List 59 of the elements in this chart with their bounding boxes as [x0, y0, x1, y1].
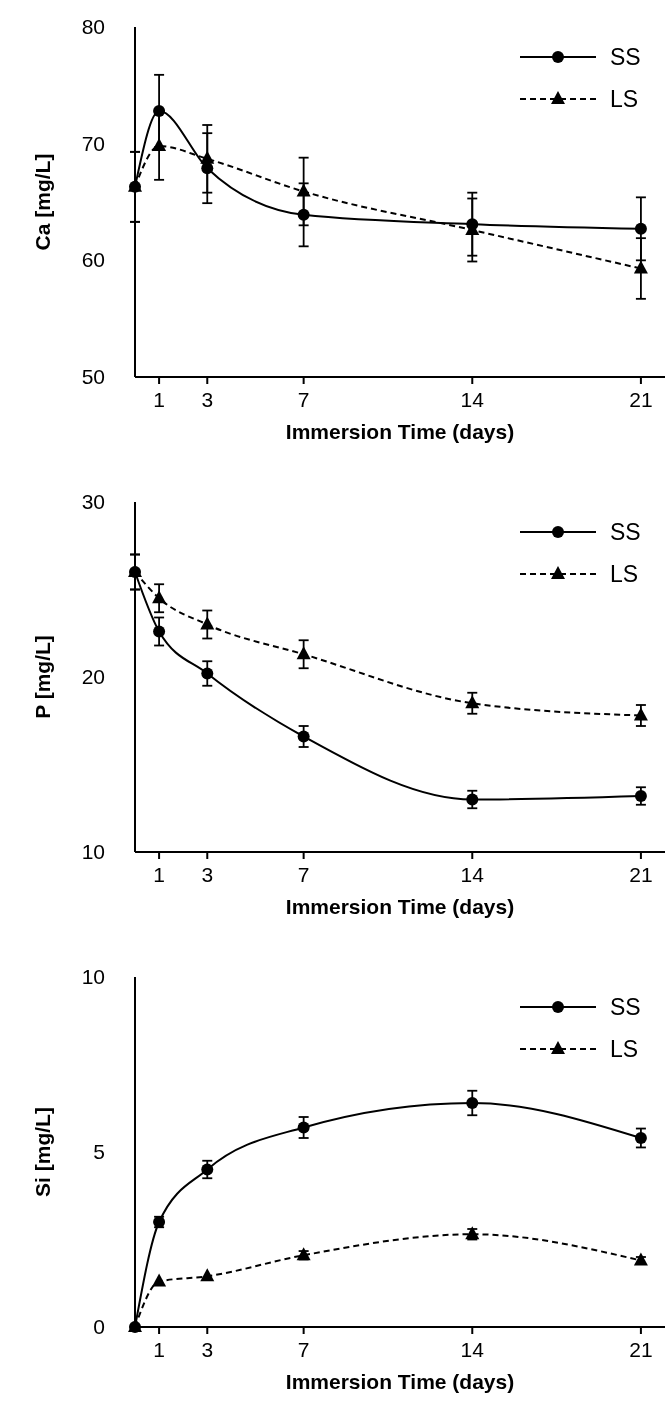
point — [152, 590, 167, 604]
x-tick-label: 21 — [629, 863, 653, 886]
point — [201, 1163, 214, 1176]
x-tick-label: 21 — [629, 1338, 653, 1361]
point — [200, 1268, 215, 1282]
point — [200, 616, 215, 630]
point — [153, 625, 166, 638]
legend-label: LS — [610, 1036, 639, 1062]
point — [201, 162, 214, 175]
point — [633, 1252, 648, 1266]
point — [633, 707, 648, 721]
x-tick-label: 14 — [460, 388, 485, 411]
point — [466, 793, 479, 806]
x-axis-title: Immersion Time (days) — [285, 420, 515, 443]
y-tick-label: 0 — [93, 1315, 105, 1338]
point — [152, 1273, 167, 1287]
x-tick-label: 21 — [629, 388, 653, 411]
point — [634, 790, 647, 802]
point — [297, 208, 310, 221]
legend-label: LS — [610, 86, 639, 112]
legend-label: SS — [610, 519, 641, 545]
y-tick-label: 70 — [81, 131, 105, 155]
x-tick-label: 7 — [297, 1338, 310, 1361]
y-axis-title: Ca [mg/L] — [31, 153, 54, 251]
y-axis-title: P [mg/L] — [31, 635, 54, 719]
x-axis-title: Immersion Time (days) — [285, 895, 515, 918]
point — [153, 105, 166, 117]
x-tick-label: 7 — [297, 388, 310, 411]
x-tick-label: 1 — [153, 863, 165, 886]
y-tick-label: 5 — [93, 1140, 105, 1163]
y-axis-title: Si [mg/L] — [31, 1107, 54, 1197]
y-tick-label: 50 — [81, 365, 105, 388]
point — [296, 646, 311, 660]
point — [633, 260, 648, 274]
y-tick-label: 10 — [81, 840, 105, 863]
legend-label: SS — [610, 44, 641, 70]
x-tick-label: 3 — [201, 1338, 214, 1361]
y-tick-label: 10 — [81, 965, 105, 988]
legend-label: SS — [610, 994, 641, 1020]
y-tick-label: 80 — [81, 15, 105, 38]
x-axis-title: Immersion Time (days) — [285, 1370, 515, 1393]
x-tick-label: 14 — [460, 863, 485, 886]
y-tick-label: 20 — [81, 665, 105, 688]
point — [465, 695, 480, 709]
point — [634, 222, 647, 235]
x-tick-label: 7 — [297, 863, 310, 886]
point — [297, 1121, 310, 1134]
y-tick-label: 30 — [81, 490, 105, 513]
y-tick-label: 60 — [81, 248, 105, 272]
x-tick-label: 1 — [153, 1338, 165, 1361]
point — [201, 667, 214, 680]
x-tick-label: 3 — [201, 388, 214, 411]
x-tick-label: 3 — [201, 863, 214, 886]
legend-label: LS — [610, 561, 639, 587]
x-tick-label: 1 — [153, 388, 165, 411]
point — [634, 1132, 647, 1144]
point — [297, 730, 310, 743]
point — [466, 1097, 479, 1109]
x-tick-label: 14 — [460, 1338, 485, 1361]
